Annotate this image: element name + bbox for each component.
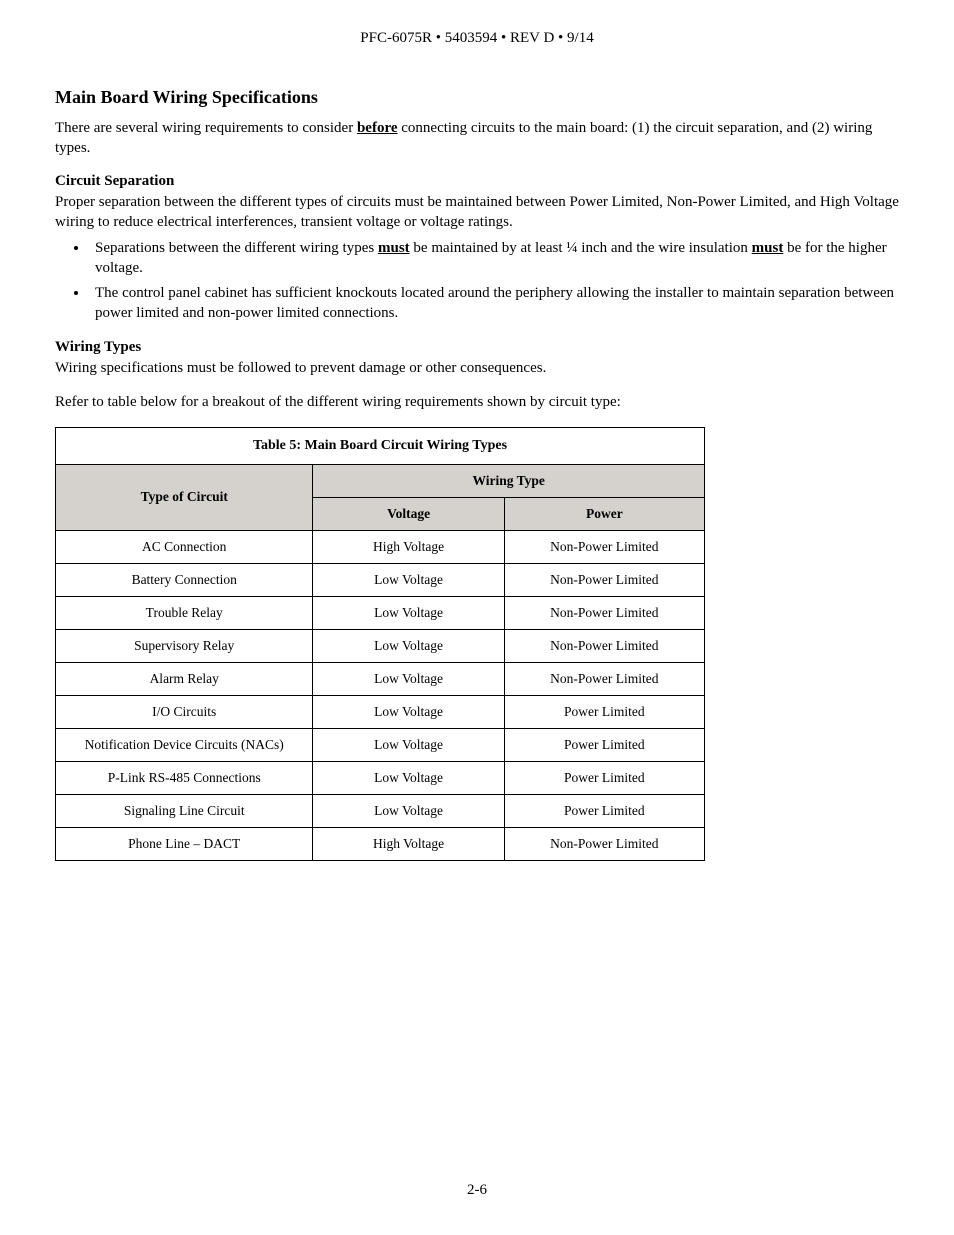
wiring-table: Table 5: Main Board Circuit Wiring Types…: [55, 427, 705, 861]
bullet-item: The control panel cabinet has sufficient…: [89, 283, 899, 324]
table-cell: Battery Connection: [56, 563, 313, 596]
table-super-header-row: Type of Circuit Wiring Type: [56, 464, 705, 497]
bullet-emph: must: [378, 240, 410, 256]
table-title: Table 5: Main Board Circuit Wiring Types: [56, 427, 705, 464]
intro-paragraph: There are several wiring requirements to…: [55, 118, 899, 159]
table-cell: Notification Device Circuits (NACs): [56, 728, 313, 761]
table-cell: Alarm Relay: [56, 662, 313, 695]
table-cell: Non-Power Limited: [504, 563, 704, 596]
circuit-sep-bullets: Separations between the different wiring…: [55, 238, 899, 323]
table-cell: Low Voltage: [313, 596, 504, 629]
table-row: Signaling Line CircuitLow VoltagePower L…: [56, 794, 705, 827]
table-body: AC ConnectionHigh VoltageNon-Power Limit…: [56, 530, 705, 860]
intro-emph: before: [357, 120, 398, 136]
table-cell: Power Limited: [504, 695, 704, 728]
table-cell: Supervisory Relay: [56, 629, 313, 662]
table-cell: Trouble Relay: [56, 596, 313, 629]
intro-pre: There are several wiring requirements to…: [55, 120, 357, 136]
table-row: Battery ConnectionLow VoltageNon-Power L…: [56, 563, 705, 596]
table-cell: Low Voltage: [313, 794, 504, 827]
page-number: 2-6: [0, 1182, 954, 1199]
table-cell: P-Link RS-485 Connections: [56, 761, 313, 794]
table-cell: Non-Power Limited: [504, 596, 704, 629]
col-header-wiring-type: Wiring Type: [313, 464, 705, 497]
table-cell: Low Voltage: [313, 629, 504, 662]
table-cell: Power Limited: [504, 728, 704, 761]
wiring-types-refer: Refer to table below for a breakout of t…: [55, 392, 899, 412]
table-cell: Low Voltage: [313, 695, 504, 728]
table-row: Supervisory RelayLow VoltageNon-Power Li…: [56, 629, 705, 662]
table-cell: Low Voltage: [313, 761, 504, 794]
table-row: Alarm RelayLow VoltageNon-Power Limited: [56, 662, 705, 695]
table-row: P-Link RS-485 ConnectionsLow VoltagePowe…: [56, 761, 705, 794]
table-title-row: Table 5: Main Board Circuit Wiring Types: [56, 427, 705, 464]
table-cell: Power Limited: [504, 794, 704, 827]
table-cell: High Voltage: [313, 827, 504, 860]
table-cell: Non-Power Limited: [504, 662, 704, 695]
table-row: AC ConnectionHigh VoltageNon-Power Limit…: [56, 530, 705, 563]
table-row: Notification Device Circuits (NACs)Low V…: [56, 728, 705, 761]
bullet-text: be maintained by at least ¼ inch and the…: [410, 240, 752, 256]
table-row: I/O CircuitsLow VoltagePower Limited: [56, 695, 705, 728]
table-cell: High Voltage: [313, 530, 504, 563]
table-cell: Phone Line – DACT: [56, 827, 313, 860]
col-header-power: Power: [504, 497, 704, 530]
table-cell: I/O Circuits: [56, 695, 313, 728]
table-cell: Non-Power Limited: [504, 530, 704, 563]
page: PFC-6075R • 5403594 • REV D • 9/14 Main …: [0, 0, 954, 1235]
col-header-type: Type of Circuit: [56, 464, 313, 530]
bullet-text: Separations between the different wiring…: [95, 240, 378, 256]
circuit-separation-head: Circuit Separation: [55, 173, 899, 190]
table-cell: Non-Power Limited: [504, 629, 704, 662]
bullet-item: Separations between the different wiring…: [89, 238, 899, 279]
table-cell: Low Voltage: [313, 662, 504, 695]
table-cell: Non-Power Limited: [504, 827, 704, 860]
table-cell: Low Voltage: [313, 728, 504, 761]
table-cell: Power Limited: [504, 761, 704, 794]
table-row: Phone Line – DACTHigh VoltageNon-Power L…: [56, 827, 705, 860]
wiring-types-head: Wiring Types: [55, 339, 899, 356]
circuit-separation-para: Proper separation between the different …: [55, 192, 899, 233]
table-cell: Low Voltage: [313, 563, 504, 596]
table-row: Trouble RelayLow VoltageNon-Power Limite…: [56, 596, 705, 629]
section-title: Main Board Wiring Specifications: [55, 87, 899, 108]
table-cell: Signaling Line Circuit: [56, 794, 313, 827]
col-header-voltage: Voltage: [313, 497, 504, 530]
bullet-emph: must: [752, 240, 784, 256]
document-header: PFC-6075R • 5403594 • REV D • 9/14: [55, 30, 899, 47]
wiring-types-para: Wiring specifications must be followed t…: [55, 358, 899, 378]
table-cell: AC Connection: [56, 530, 313, 563]
